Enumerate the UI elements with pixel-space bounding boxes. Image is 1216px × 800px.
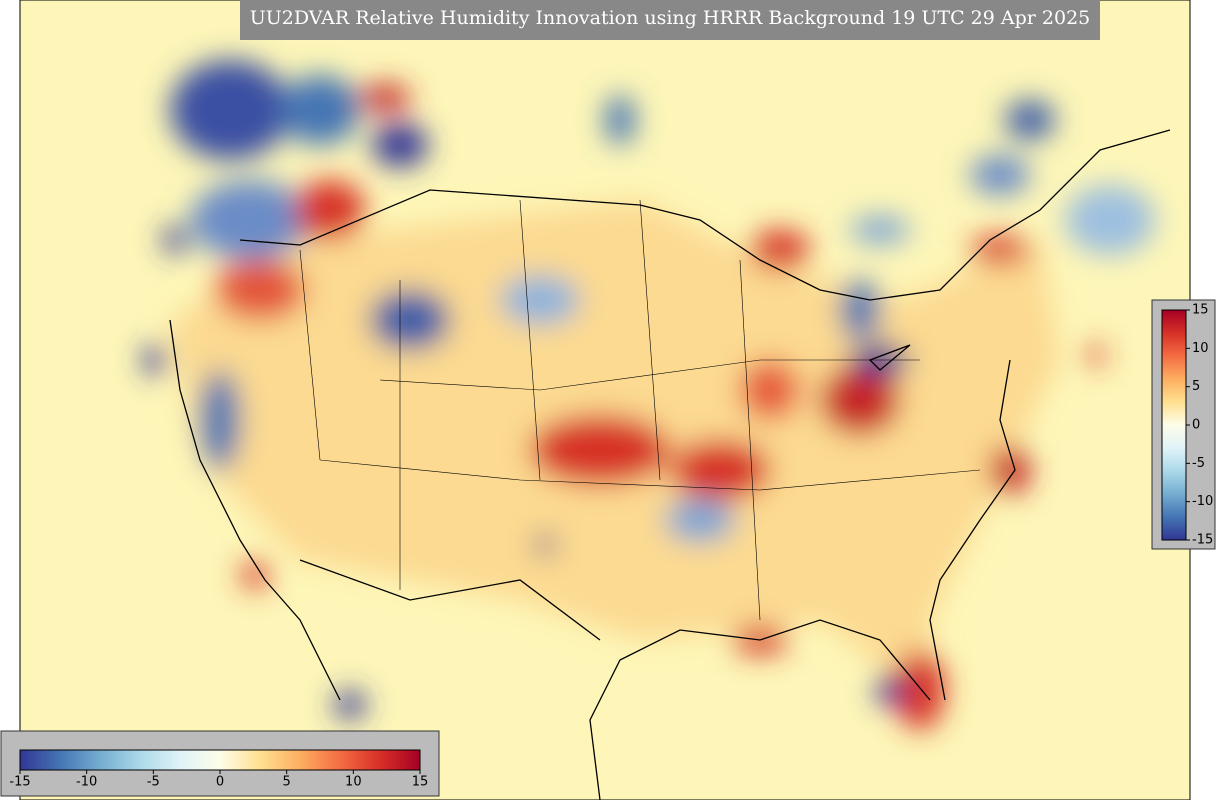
colorbar-tick-label: -5 [147, 775, 160, 790]
colorbar-tick-label: -10 [76, 775, 97, 790]
colorbar-tick-label: 0 [1192, 418, 1200, 433]
colorbar-tick-label: -10 [1192, 494, 1213, 509]
colorbar-tick-label: 5 [1192, 379, 1200, 394]
colorbar-tick-label: 10 [345, 775, 362, 790]
colorbar [1161, 309, 1187, 541]
state-lines [299, 199, 981, 621]
colorbar-tick-label: 5 [283, 775, 291, 790]
humidity-field [143, 60, 1155, 730]
boundaries [169, 129, 1171, 800]
colorbar [19, 749, 421, 771]
colorbar-tick-label: -15 [9, 775, 30, 790]
colorbar-tick-label: 15 [412, 775, 429, 790]
colorbar-tick-label: 10 [1192, 341, 1209, 356]
colorbar-tick-label: 0 [216, 775, 224, 790]
colorbar-tick-label: 15 [1192, 303, 1209, 318]
colorbar-tick-label: -5 [1192, 456, 1205, 471]
map [20, 0, 1190, 800]
colorbar-tick-label: -15 [1192, 533, 1213, 548]
chart-title: UU2DVAR Relative Humidity Innovation usi… [250, 7, 1091, 29]
title-box [240, 0, 1100, 40]
